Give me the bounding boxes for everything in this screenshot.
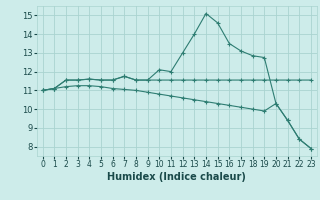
X-axis label: Humidex (Indice chaleur): Humidex (Indice chaleur) bbox=[108, 172, 246, 182]
